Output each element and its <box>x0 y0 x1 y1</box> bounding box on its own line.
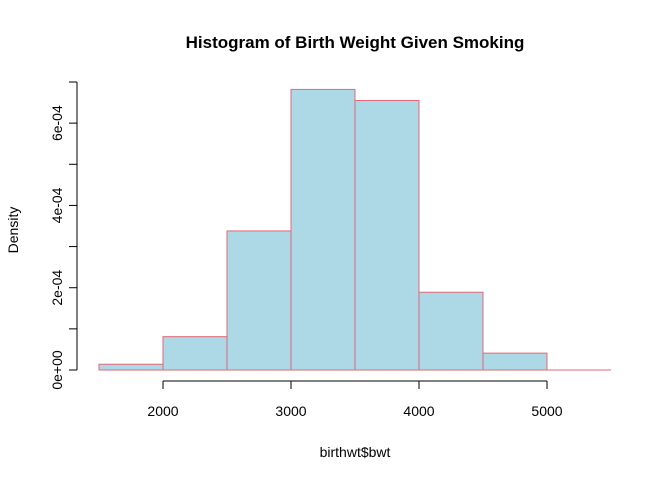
x-tick-label: 5000 <box>531 403 562 419</box>
histogram-bar-6 <box>418 291 484 371</box>
x-axis: 2000 3000 4000 5000 <box>147 380 563 419</box>
chart-title: Histogram of Birth Weight Given Smoking <box>186 33 525 52</box>
histogram-bar-5 <box>354 100 420 371</box>
y-tick-label: 2e-04 <box>49 270 65 306</box>
y-tick-label: 0e+00 <box>49 350 65 390</box>
histogram-bar-7 <box>482 352 548 371</box>
y-axis-label: Density <box>5 207 21 254</box>
bars-group <box>98 88 611 371</box>
histogram-bar-3 <box>226 230 292 371</box>
x-axis-label: birthwt$bwt <box>320 444 391 460</box>
histogram-bar-4 <box>290 88 356 371</box>
x-tick-label: 2000 <box>147 403 178 419</box>
y-tick-label: 4e-04 <box>49 187 65 223</box>
x-tick-label: 3000 <box>275 403 306 419</box>
y-tick-label: 6e-04 <box>49 105 65 141</box>
x-tick-label: 4000 <box>403 403 434 419</box>
y-axis: 0e+00 2e-04 4e-04 6e-04 <box>49 81 78 390</box>
histogram-bar-1 <box>98 363 164 371</box>
histogram-bar-2 <box>162 336 228 371</box>
